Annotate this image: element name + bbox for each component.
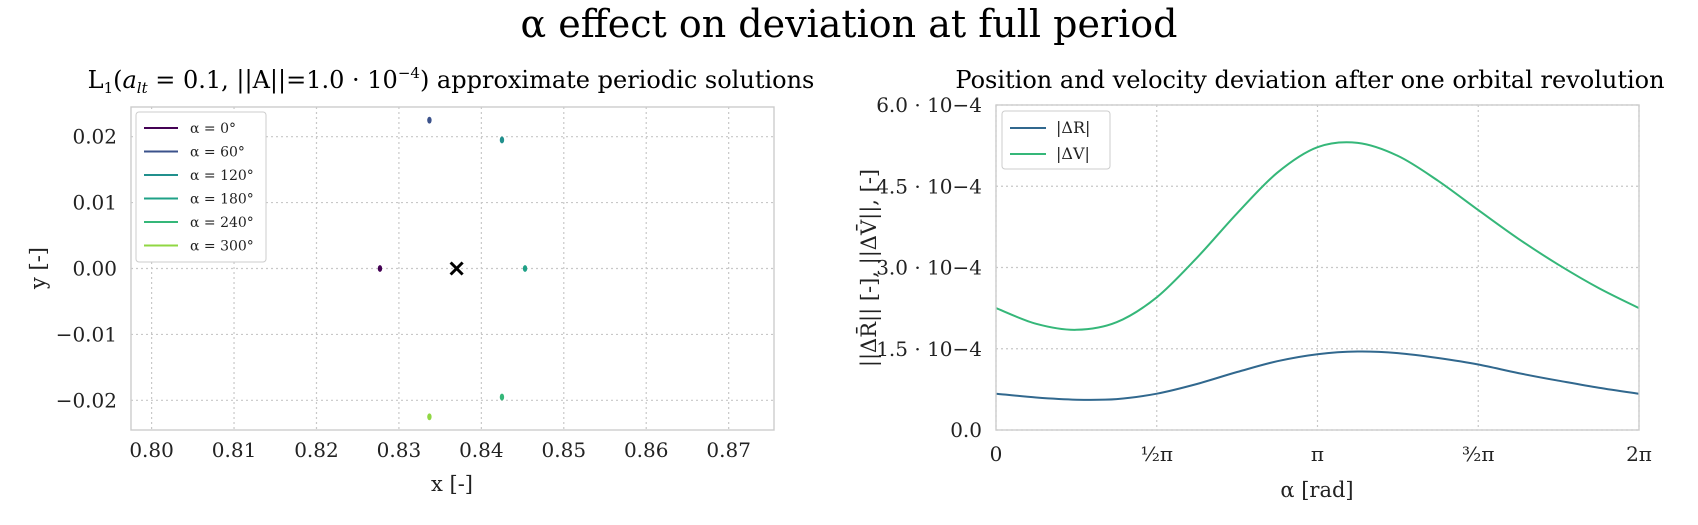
title-eq: = 0.1, xyxy=(148,66,237,94)
legend-box xyxy=(135,111,267,263)
right-series-lines xyxy=(995,141,1640,401)
left-panel-title: L1(alt = 0.1, ||A||=1.0 · 10−4) approxim… xyxy=(88,64,815,97)
legend-label: α = 300° xyxy=(190,239,254,255)
y-tick-label: 4.5 · 10−4 xyxy=(876,174,982,198)
title-l: L xyxy=(88,66,104,94)
x-tick-label: 0.87 xyxy=(706,438,751,462)
right-legend: |ΔR| |ΔV| xyxy=(1001,110,1111,170)
y-tick-label: 0.02 xyxy=(72,125,117,149)
l1-point-marker xyxy=(449,261,464,276)
x-tick-label: 0 xyxy=(990,442,1003,466)
orbit-point xyxy=(377,265,383,272)
left-y-axis-label: y [-] xyxy=(26,247,50,290)
x-tick-label: ³⁄₂π xyxy=(1462,442,1495,466)
figure-title: α effect on deviation at full period xyxy=(521,2,1178,46)
y-tick-label: 0.00 xyxy=(72,257,117,281)
right-x-axis-label: α [rad] xyxy=(1280,478,1353,502)
y-tick-label: −0.02 xyxy=(56,388,117,412)
orbit-point xyxy=(522,265,528,272)
left-legend: α = 0° α = 60° α = 120° α = 180° α = 240° α =… xyxy=(135,111,267,263)
right-y-axis-label: ||ΔR̄|| [-], ||ΔV̄||, [-] xyxy=(856,169,882,367)
title-a-sub: lt xyxy=(137,79,149,97)
left-x-axis-label: x [-] xyxy=(431,472,473,496)
legend-label: α = 60° xyxy=(190,145,245,161)
legend-label: α = 240° xyxy=(190,215,254,231)
legend-label: α = 180° xyxy=(190,192,254,208)
x-tick-label: 0.84 xyxy=(459,438,504,462)
legend-label: α = 120° xyxy=(190,168,254,184)
cross-stroke xyxy=(449,261,464,276)
right-plot-frame xyxy=(995,104,1640,431)
left-orbit-points xyxy=(377,116,528,421)
y-tick-label: 1.5 · 10−4 xyxy=(876,337,982,361)
x-tick-label: π xyxy=(1311,442,1324,466)
y-tick-label: 3.0 · 10−4 xyxy=(876,256,982,280)
title-a: a xyxy=(122,66,136,94)
title-l-sub: 1 xyxy=(104,79,114,97)
orbit-point xyxy=(427,413,432,421)
legend-label: |ΔV| xyxy=(1056,144,1090,163)
x-tick-label: ½π xyxy=(1140,442,1173,466)
right-y-ticks: 0.0 1.5 · 10−4 3.0 · 10−4 4.5 · 10−4 6.0 · 1… xyxy=(876,93,982,442)
left-y-ticks: 0.02 0.01 0.00 −0.01 −0.02 xyxy=(56,125,117,413)
title-exp: −4 xyxy=(398,64,420,82)
x-tick-label: 2π xyxy=(1626,442,1652,466)
orbit-point xyxy=(499,136,505,144)
left-x-ticks: 0.80 0.81 0.82 0.83 0.84 0.85 0.86 0.87 xyxy=(129,438,751,462)
title-open: ( xyxy=(113,66,122,94)
title-close: ) approximate periodic solutions xyxy=(420,66,814,94)
orbit-point xyxy=(427,116,432,124)
legend-label: |ΔR| xyxy=(1056,118,1090,137)
orbit-point xyxy=(499,393,505,401)
left-panel: L1(alt = 0.1, ||A||=1.0 · 10−4) approxim… xyxy=(26,64,814,496)
legend-label: α = 0° xyxy=(190,121,236,137)
right-panel: Position and velocity deviation after on… xyxy=(856,66,1664,502)
y-tick-label: 6.0 · 10−4 xyxy=(876,93,982,117)
left-plot-frame xyxy=(130,106,775,431)
right-x-ticks: 0 ½π π ³⁄₂π 2π xyxy=(990,442,1652,466)
x-tick-label: 0.85 xyxy=(542,438,587,462)
y-tick-label: 0.01 xyxy=(72,191,117,215)
x-tick-label: 0.83 xyxy=(377,438,422,462)
x-tick-label: 0.80 xyxy=(129,438,174,462)
x-tick-label: 0.81 xyxy=(212,438,257,462)
right-panel-title: Position and velocity deviation after on… xyxy=(955,66,1664,94)
x-tick-label: 0.86 xyxy=(624,438,669,462)
title-norm: ||A||=1.0 · 10 xyxy=(236,66,397,95)
series-line xyxy=(995,141,1640,331)
x-tick-label: 0.82 xyxy=(294,438,339,462)
left-gridlines xyxy=(131,107,774,430)
series-line xyxy=(995,350,1640,401)
y-tick-label: −0.01 xyxy=(56,322,117,346)
y-tick-label: 0.0 xyxy=(950,418,982,442)
